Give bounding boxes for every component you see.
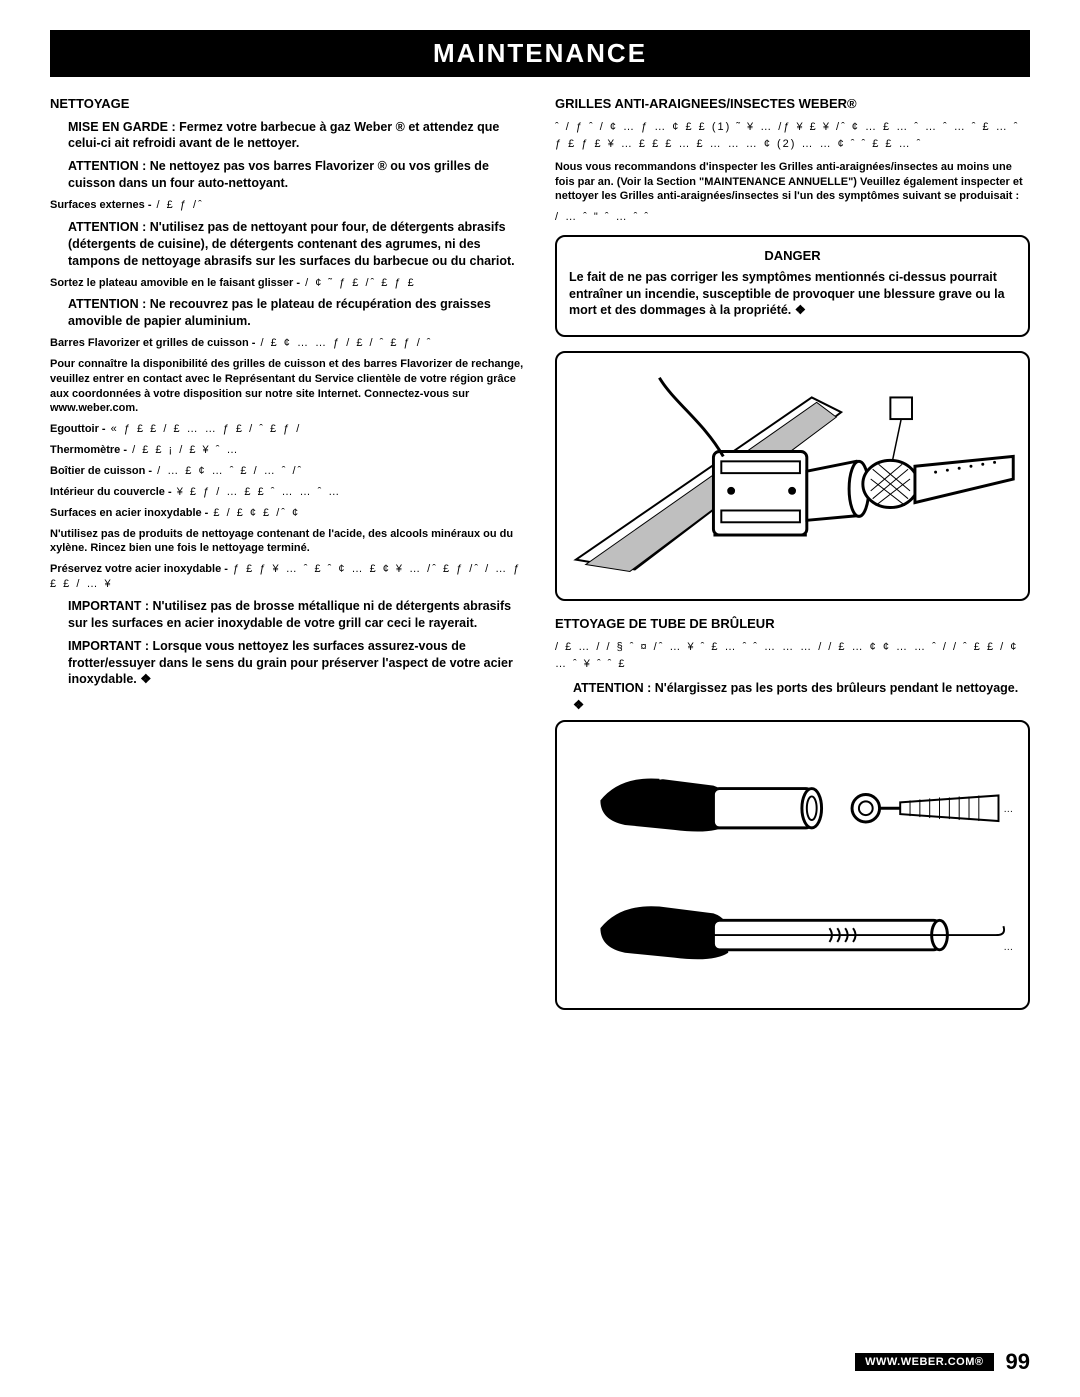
illustration-burner-assembly — [555, 351, 1030, 601]
page-number: 99 — [1006, 1349, 1030, 1375]
couvercle-line: Intérieur du couvercle - ¥ £ ƒ / … £ £ ˆ… — [50, 485, 525, 500]
preserve-line: Préservez votre acier inoxydable - ƒ £ ƒ… — [50, 562, 525, 592]
barres-label: Barres Flavorizer et grilles de cuisson … — [50, 337, 255, 349]
inox-line: Surfaces en acier inoxydable - £ / £ ¢ £… — [50, 506, 525, 521]
tube-syms: / £ … / / § ˆ ¤ /ˆ … ¥ ˆ £ … ˆ ˆ … … … /… — [555, 639, 1030, 674]
danger-title: DANGER — [569, 247, 1016, 265]
thermo-syms: / £ £ ¡ / £ ¥ ˆ … — [127, 444, 239, 456]
boitier-label: Boîtier de cuisson - — [50, 465, 152, 477]
sortez-syms: / ¢ ˜ ƒ £ /ˆ £ ƒ £ — [300, 277, 416, 289]
preserve-label: Préservez votre acier inoxydable - — [50, 563, 228, 575]
thermo-label: Thermomètre - — [50, 444, 127, 456]
attention-ports: ATTENTION : N'élargissez pas les ports d… — [573, 680, 1030, 714]
page-footer: WWW.WEBER.COM® 99 — [0, 1349, 1080, 1375]
illustration-cleaning-methods: … — [555, 720, 1030, 1010]
ettoyage-heading: ETTOYAGE DE TUBE DE BRÛLEUR — [555, 615, 1030, 633]
important-brosse: IMPORTANT : N'utilisez pas de brosse mét… — [68, 598, 525, 632]
svg-text:…: … — [1004, 942, 1014, 953]
surfaces-externes-line: Surfaces externes - / £ ƒ /ˆ — [50, 198, 525, 213]
nettoyage-heading: NETTOYAGE — [50, 95, 525, 113]
disponibilite-text: Pour connaître la disponibilité des gril… — [50, 357, 525, 416]
surf-ext-label: Surfaces externes - — [50, 199, 152, 211]
couvercle-syms: ¥ £ ƒ / … £ £ ˆ … … ˆ … — [172, 486, 342, 498]
footer-url: WWW.WEBER.COM® — [855, 1353, 993, 1371]
inox-syms: £ / £ ¢ £ /ˆ ¢ — [208, 507, 300, 519]
recommend-syms: / … ˆ " ˆ … ˆ ˆ — [555, 210, 1030, 225]
couvercle-label: Intérieur du couvercle - — [50, 486, 172, 498]
attention-plateau: ATTENTION : Ne recouvrez pas le plateau … — [68, 296, 525, 330]
page-title-bar: MAINTENANCE — [50, 30, 1030, 77]
attention-no-oven-cleaner: ATTENTION : N'utilisez pas de nettoyant … — [68, 219, 525, 270]
grilles-heading: GRILLES ANTI-ARAIGNEES/INSECTES WEBER® — [555, 95, 1030, 113]
egouttoir-label: Egouttoir - — [50, 423, 106, 435]
sortez-label: Sortez le plateau amovible en le faisant… — [50, 277, 300, 289]
mise-en-garde: MISE EN GARDE : Fermez votre barbecue à … — [68, 119, 525, 153]
danger-body: Le fait de ne pas corriger les symptômes… — [569, 269, 1016, 320]
no-acid-text: N'utilisez pas de produits de nettoyage … — [50, 527, 525, 557]
important-grain: IMPORTANT : Lorsque vous nettoyez les su… — [68, 638, 525, 689]
egouttoir-syms: « ƒ £ £ / £ … … ƒ £ / ˆ £ ƒ / — [106, 423, 302, 435]
content-columns: NETTOYAGE MISE EN GARDE : Fermez votre b… — [50, 95, 1030, 1024]
barres-syms: / £ ¢ … … ƒ / £ / ˆ £ ƒ / ˆ — [255, 337, 432, 349]
danger-box: DANGER Le fait de ne pas corriger les sy… — [555, 235, 1030, 337]
boitier-line: Boîtier de cuisson - / … £ ¢ … ˆ £ / … ˆ… — [50, 464, 525, 479]
barres-line: Barres Flavorizer et grilles de cuisson … — [50, 336, 525, 351]
right-column: GRILLES ANTI-ARAIGNEES/INSECTES WEBER® ˆ… — [555, 95, 1030, 1024]
thermo-line: Thermomètre - / £ £ ¡ / £ ¥ ˆ … — [50, 443, 525, 458]
egouttoir-line: Egouttoir - « ƒ £ £ / £ … … ƒ £ / ˆ £ ƒ … — [50, 422, 525, 437]
left-column: NETTOYAGE MISE EN GARDE : Fermez votre b… — [50, 95, 525, 1024]
svg-text:…: … — [1004, 805, 1014, 816]
surf-ext-syms: / £ ƒ /ˆ — [152, 199, 204, 211]
attention-flavorizer: ATTENTION : Ne nettoyez pas vos barres F… — [68, 158, 525, 192]
grilles-syms-block: ˆ / ƒ ˆ / ¢ … ƒ … ¢ £ £ (1) ˜ ¥ … /ƒ ¥ £… — [555, 119, 1030, 154]
recommend-text: Nous vous recommandons d'inspecter les G… — [555, 160, 1030, 205]
boitier-syms: / … £ ¢ … ˆ £ / … ˆ /ˆ — [152, 465, 303, 477]
sortez-plateau-line: Sortez le plateau amovible en le faisant… — [50, 276, 525, 291]
inox-label: Surfaces en acier inoxydable - — [50, 507, 208, 519]
